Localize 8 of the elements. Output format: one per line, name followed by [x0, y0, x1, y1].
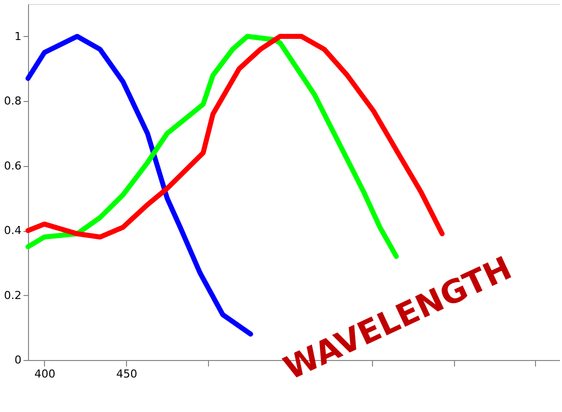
- y-tick-label: 0.2: [4, 288, 22, 302]
- x-tick-label: 400: [34, 368, 56, 380]
- y-tick-label: 0.6: [4, 159, 22, 172]
- y-tick-label: 0.8: [4, 94, 22, 108]
- x-tick-label: 450: [116, 368, 138, 380]
- y-tick-label: 0: [14, 354, 22, 366]
- y-tick-label: 0.4: [4, 224, 22, 238]
- y-tick-label: 1: [14, 30, 22, 43]
